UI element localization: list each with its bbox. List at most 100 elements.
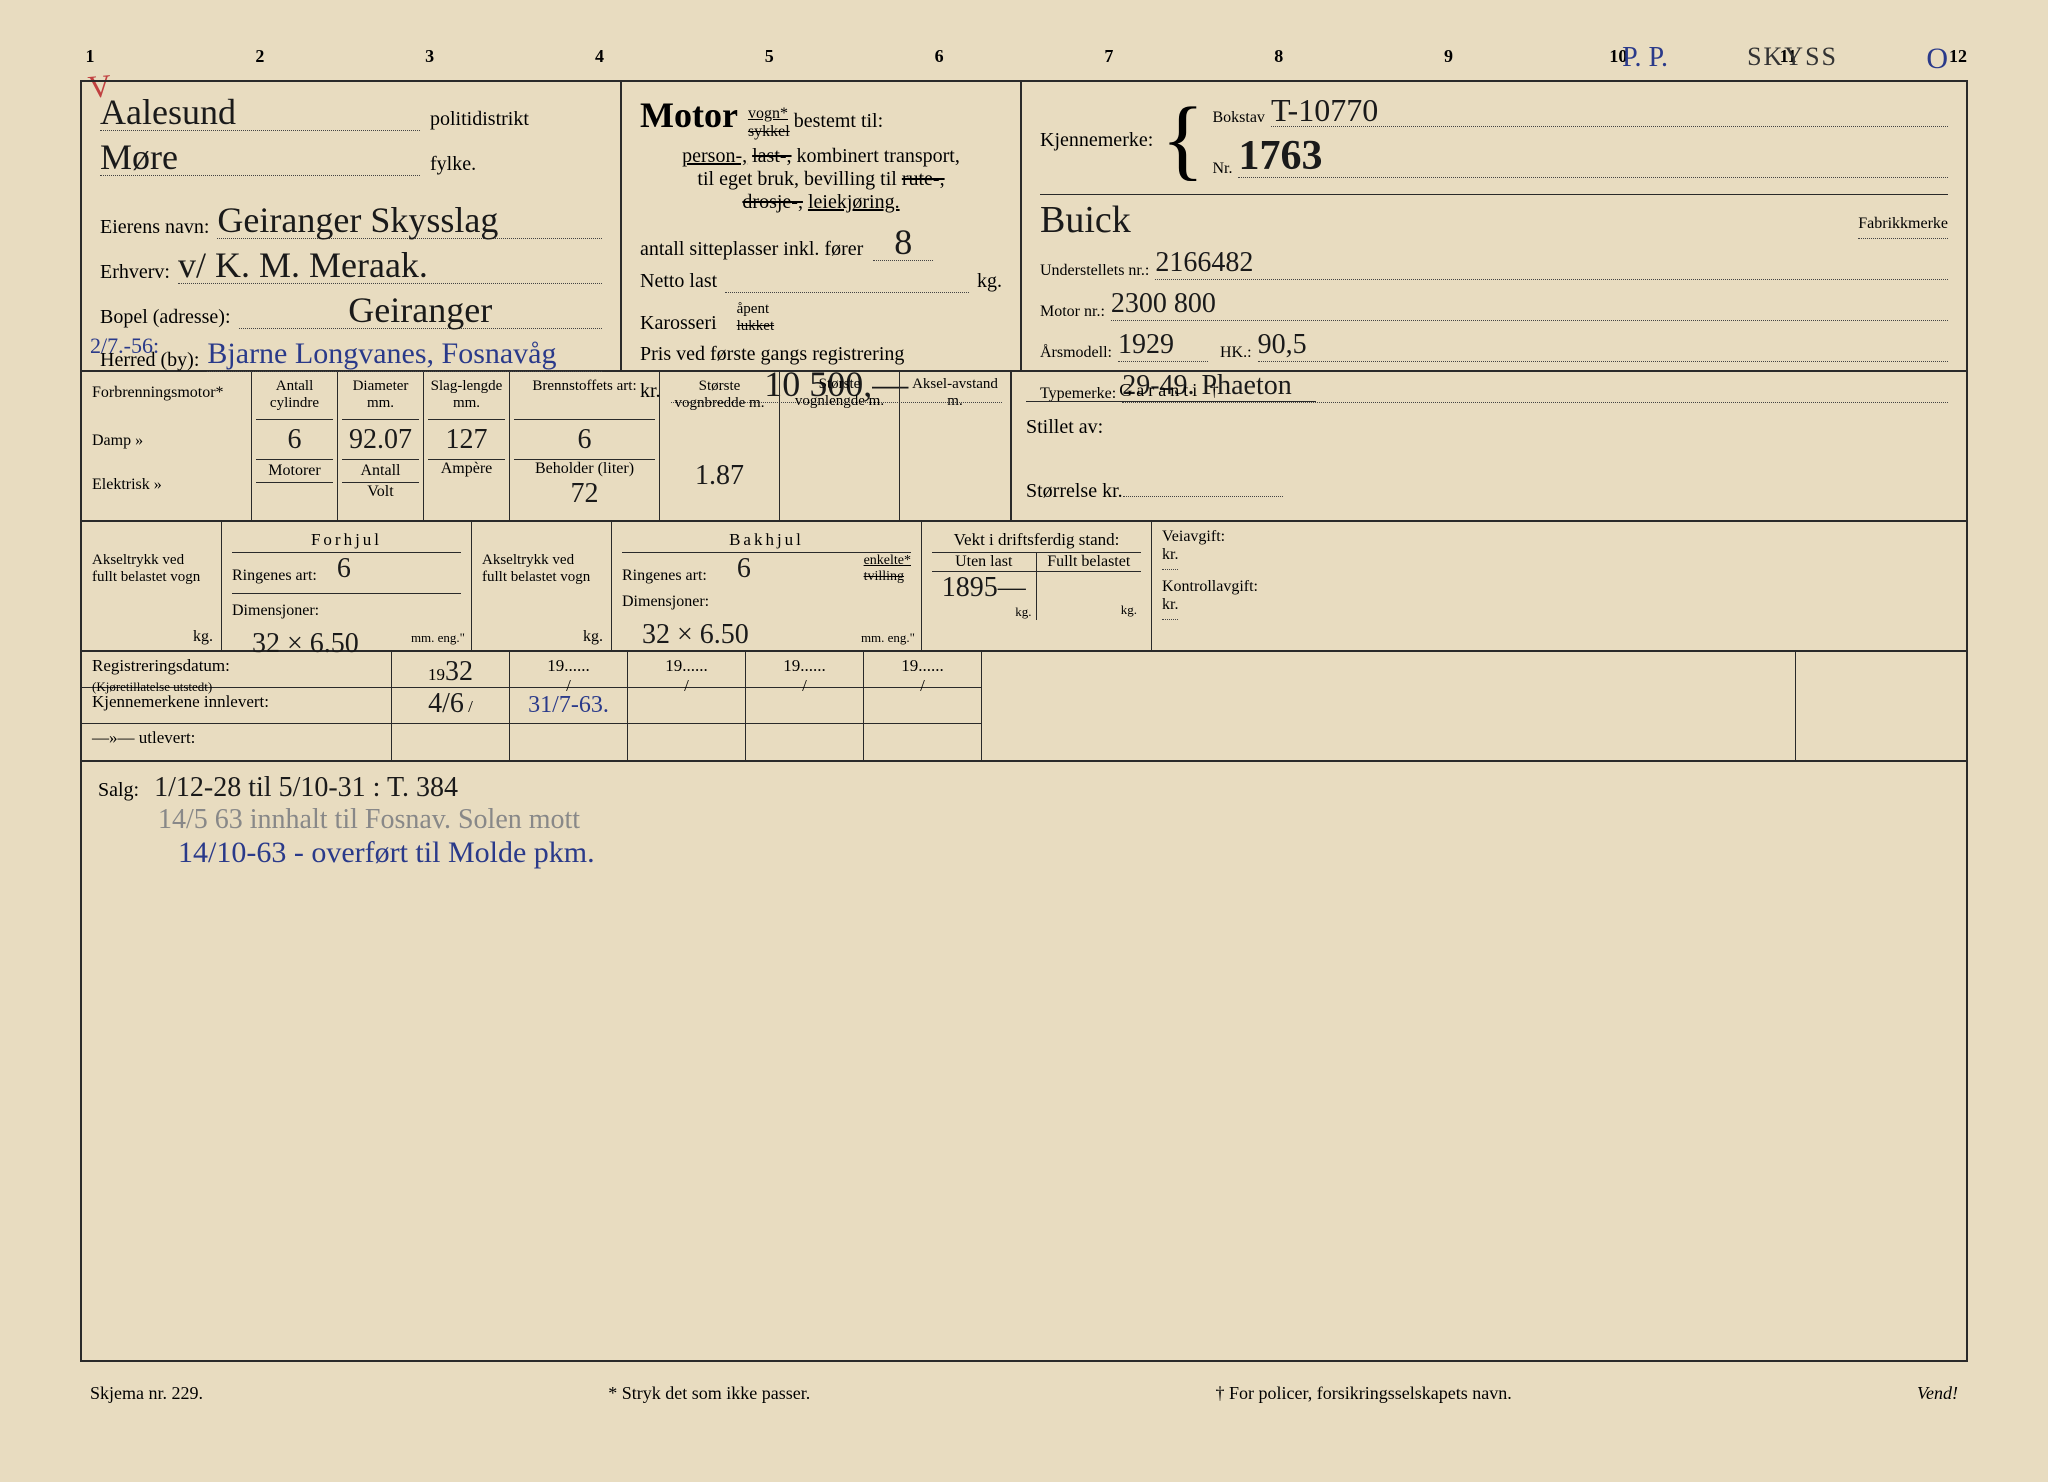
pris-label: Pris ved første gangs registrering bbox=[640, 343, 1002, 366]
nr-value: 1763 bbox=[1238, 135, 1948, 178]
motor-column: Motor vogn* sykkel bestemt til: person-,… bbox=[622, 82, 1022, 370]
bopel-label: Bopel (adresse): bbox=[100, 306, 231, 329]
skjema-nr: Skjema nr. 229. bbox=[90, 1383, 203, 1404]
ruler-mark: 7 bbox=[1099, 46, 1119, 67]
ruler-mark: 2 bbox=[250, 46, 270, 67]
navn-label: Eierens navn: bbox=[100, 216, 209, 239]
reg-year-3: 19....../ bbox=[628, 652, 746, 760]
forhjul-col: Forhjul Ringenes art: 6 Dimensjoner: mm.… bbox=[222, 522, 472, 650]
salg-line3: 14/10-63 - overført til Molde pkm. bbox=[178, 836, 595, 869]
bokstav-label: Bokstav bbox=[1212, 109, 1264, 127]
wheels-section: Akseltrykk ved fullt belastet vogn kg. F… bbox=[82, 522, 1966, 652]
motor-title: Motor bbox=[640, 95, 738, 135]
motornr-value: 2300 800 bbox=[1111, 288, 1948, 321]
karosseri-options: åpent lukket bbox=[737, 301, 775, 335]
lengde-col: Største vognlengde m. bbox=[780, 372, 900, 520]
vend-label: Vend! bbox=[1917, 1383, 1958, 1404]
arsmodell-label: Årsmodell: bbox=[1040, 344, 1112, 362]
sitteplasser-value: 8 bbox=[873, 224, 933, 261]
motor-line2: til eget bruk, bevilling til rute-, bbox=[640, 168, 1002, 191]
navn-value: Geiranger Skysslag bbox=[217, 202, 602, 239]
ruler-mark: 8 bbox=[1269, 46, 1289, 67]
slaglengde-col: Slag-lengde mm. 127 Ampère bbox=[424, 372, 510, 520]
brace-icon: { bbox=[1161, 105, 1204, 175]
enkelte-tvilling: enkelte* tvilling bbox=[864, 553, 911, 585]
karosseri-label: Karosseri bbox=[640, 312, 717, 335]
aksel-col: Aksel-avstand m. bbox=[900, 372, 1010, 520]
brennstoff-col: Brennstoffets art: 6 Beholder (liter) 72 bbox=[510, 372, 660, 520]
netto-label: Netto last bbox=[640, 270, 717, 293]
understell-value: 2166482 bbox=[1155, 247, 1948, 280]
hk-label: HK.: bbox=[1220, 344, 1252, 362]
ruler-mark: 12 bbox=[1948, 46, 1968, 67]
arsmodell-value: 1929 bbox=[1118, 329, 1208, 362]
ruler-mark: 6 bbox=[929, 46, 949, 67]
footnote-stryk: * Stryk det som ikke passer. bbox=[608, 1383, 810, 1404]
ruler-mark: 5 bbox=[759, 46, 779, 67]
nr-label: Nr. bbox=[1212, 160, 1232, 178]
innlevert-label: Kjennemerkene innlevert: bbox=[82, 688, 391, 724]
fylke-label: fylke. bbox=[430, 153, 476, 176]
owner-column: Aalesund politidistrikt Møre fylke. Eier… bbox=[82, 82, 622, 370]
utlevert-label: —»— utlevert: bbox=[82, 724, 391, 760]
salg-section: Salg: 1/12-28 til 5/10-31 : T. 384 14/5 … bbox=[82, 762, 1966, 880]
annotation-o: O bbox=[1926, 42, 1948, 76]
motor-line3: drosje-, leiekjøring. bbox=[640, 191, 1002, 214]
bokstav-value: T-10770 bbox=[1271, 94, 1948, 127]
reg-year-4: 19....../ bbox=[746, 652, 864, 760]
motor-line1: person-, last-, kombinert transport, bbox=[640, 145, 1002, 168]
bakhjul-col: Bakhjul Ringenes art: 6 enkelte* tvillin… bbox=[612, 522, 922, 650]
registration-dates-section: Registreringsdatum: (Kjøretillatelse uts… bbox=[82, 652, 1966, 762]
engine-type-labels: Forbrenningsmotor* Damp » Elektrisk » bbox=[82, 372, 252, 520]
reg-year-2: 19....../ 31/7-63. bbox=[510, 652, 628, 760]
erhverv-label: Erhverv: bbox=[100, 261, 170, 284]
erhverv-value: v/ K. M. Meraak. bbox=[178, 247, 602, 284]
identity-column: Kjennemerke: { Bokstav T-10770 Nr. 1763 bbox=[1022, 82, 1966, 370]
vogn-sykkel: vogn* sykkel bbox=[748, 105, 790, 141]
akseltrykk-rear-label: Akseltrykk ved fullt belastet vogn kg. bbox=[472, 522, 612, 650]
fabrikkmerke-label: Fabrikkmerke bbox=[1858, 215, 1948, 239]
reg-right-blank bbox=[1796, 652, 1966, 760]
cylinders-col: Antall cylindre 6 Motorer bbox=[252, 372, 338, 520]
salg-line1: 1/12-28 til 5/10-31 : T. 384 bbox=[154, 772, 458, 803]
reg-year-1: 1932 4/6 / bbox=[392, 652, 510, 760]
ruler-mark: 4 bbox=[589, 46, 609, 67]
header-section: Aalesund politidistrikt Møre fylke. Eier… bbox=[82, 82, 1966, 372]
bestemt-label: bestemt til: bbox=[794, 110, 883, 132]
stillet-label: Stillet av: bbox=[1026, 416, 1316, 439]
netto-unit: kg. bbox=[977, 270, 1002, 293]
diameter-col: Diameter mm. 92.07 Antall Volt bbox=[338, 372, 424, 520]
hk-value: 90,5 bbox=[1258, 329, 1948, 362]
annotation-skyss: SKYSS bbox=[1747, 42, 1838, 72]
understell-label: Understellets nr.: bbox=[1040, 262, 1149, 280]
ruler-mark: 9 bbox=[1439, 46, 1459, 67]
avgift-col: Veiavgift: kr. Kontrollavgift: kr. bbox=[1152, 522, 1966, 650]
form-frame: Aalesund politidistrikt Møre fylke. Eier… bbox=[80, 80, 1968, 1362]
akseltrykk-front-label: Akseltrykk ved fullt belastet vogn kg. bbox=[82, 522, 222, 650]
sitteplasser-label: antall sitteplasser inkl. fører bbox=[640, 238, 863, 261]
registration-card: 1 2 3 4 5 6 7 8 9 10 11 12 V P. P. SKYSS… bbox=[0, 0, 2048, 1482]
reg-blank bbox=[982, 652, 1796, 760]
politidistrikt-value: Aalesund bbox=[100, 94, 420, 131]
bredde-col: Største vognbredde m. 1.87 bbox=[660, 372, 780, 520]
ruler-mark: 3 bbox=[420, 46, 440, 67]
fylke-value: Møre bbox=[100, 139, 420, 176]
politidistrikt-label: politidistrikt bbox=[430, 108, 529, 131]
footer: Skjema nr. 229. * Stryk det som ikke pas… bbox=[90, 1383, 1958, 1404]
fabrikkmerke-value: Buick bbox=[1040, 201, 1131, 239]
ruler-scale: 1 2 3 4 5 6 7 8 9 10 11 12 bbox=[80, 46, 1968, 67]
storrelse-label: Størrelse kr. bbox=[1026, 473, 1316, 503]
vekt-col: Vekt i driftsferdig stand: Uten last 189… bbox=[922, 522, 1152, 650]
salg-line2: 14/5 63 innhalt til Fosnav. Solen mott bbox=[158, 804, 580, 835]
footnote-policer: † For policer, forsikringsselskapets nav… bbox=[1216, 1383, 1512, 1404]
kjennemerke-label: Kjennemerke: bbox=[1040, 129, 1153, 152]
salg-label: Salg: bbox=[98, 779, 139, 801]
reg-year-5: 19....../ bbox=[864, 652, 982, 760]
bopel-value: Geiranger bbox=[239, 292, 602, 329]
herred-date-prefix: 2/7.-56: bbox=[90, 333, 159, 359]
reg-labels: Registreringsdatum: (Kjøretillatelse uts… bbox=[82, 652, 392, 760]
annotation-pp: P. P. bbox=[1622, 42, 1668, 74]
ruler-mark: 1 bbox=[80, 46, 100, 67]
motornr-label: Motor nr.: bbox=[1040, 303, 1105, 321]
herred-value: Bjarne Longvanes, Fosnavåg bbox=[207, 337, 602, 372]
